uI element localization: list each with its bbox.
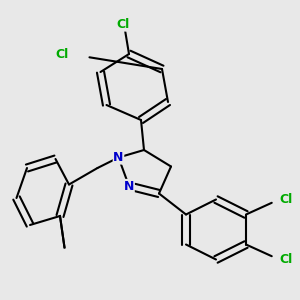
Text: N: N — [124, 179, 134, 193]
Text: N: N — [113, 151, 124, 164]
Text: Cl: Cl — [56, 47, 69, 61]
Text: Cl: Cl — [279, 193, 292, 206]
Text: Cl: Cl — [116, 18, 130, 31]
Text: Cl: Cl — [279, 253, 292, 266]
